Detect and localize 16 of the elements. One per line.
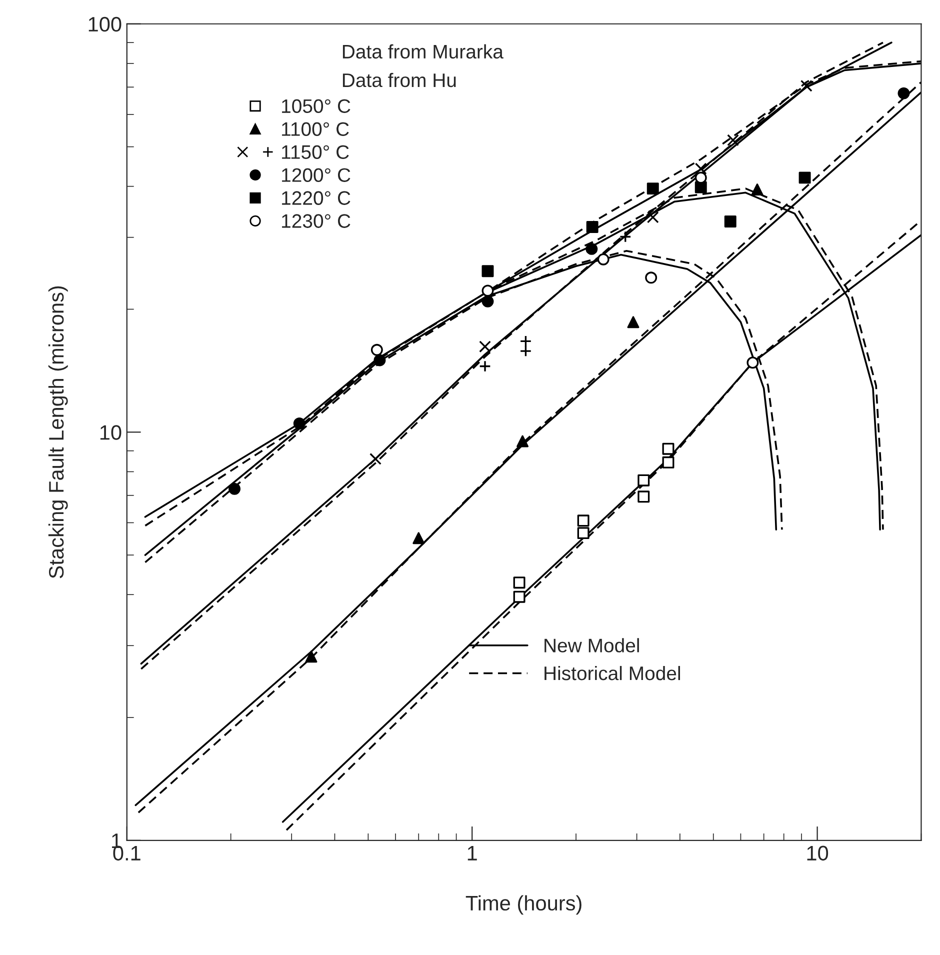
y-axis-title: Stacking Fault Length (microns) — [48, 286, 68, 578]
legend-label: 1230° C — [282, 214, 350, 228]
annotation: Data from Murarka — [342, 44, 504, 59]
legend-label: 1050° C — [282, 99, 350, 114]
y-tick-label: 10 — [100, 425, 122, 440]
x-axis-title: Time (hours) — [466, 895, 582, 915]
x-tick-label: 10 — [807, 846, 828, 861]
legend-label: 1220° C — [282, 191, 350, 205]
legend-label: 1150° C — [282, 145, 349, 159]
x-tick-label: 1 — [468, 846, 477, 860]
legend-label: Historical Model — [544, 666, 680, 680]
annotation: Data from Hu — [342, 72, 456, 88]
legend-label: 1100° C — [282, 122, 349, 136]
y-tick-label: 100 — [88, 16, 122, 32]
legend-label: New Model — [544, 638, 639, 652]
legend-label: 1200° C — [282, 168, 350, 182]
